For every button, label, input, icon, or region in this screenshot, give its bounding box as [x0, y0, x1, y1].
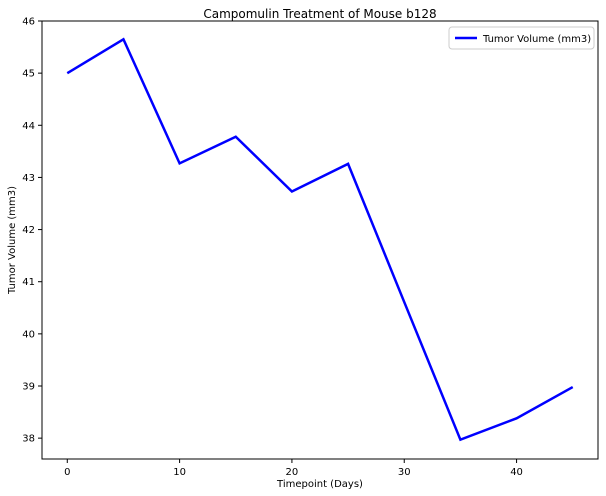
y-tick-label: 38: [22, 434, 35, 445]
y-tick-label: 39: [22, 382, 35, 393]
x-axis: 0 10 20 30 40: [64, 459, 523, 478]
y-axis: 38 39 40 41 42 43 44 45 46: [22, 17, 42, 445]
y-tick-label: 42: [22, 225, 35, 236]
series-layer: [66, 37, 574, 442]
series-line: [66, 37, 574, 442]
x-tick-label: 40: [510, 467, 523, 478]
y-tick-label: 44: [22, 121, 35, 132]
legend-label: Tumor Volume (mm3): [482, 34, 591, 45]
plot-area: 0 10 20 30 40 38 39 40 41 42 43 44 45 46: [22, 17, 599, 478]
y-tick-label: 41: [22, 277, 35, 288]
x-tick-label: 10: [173, 467, 186, 478]
chart-title: Campomulin Treatment of Mouse b128: [203, 7, 436, 21]
plot-frame: [41, 20, 599, 460]
y-tick-label: 45: [22, 69, 35, 80]
x-tick-label: 20: [286, 467, 299, 478]
y-tick-label: 46: [22, 17, 35, 28]
x-tick-label: 0: [64, 467, 70, 478]
y-axis-label: Tumor Volume (mm3): [7, 186, 18, 295]
x-tick-label: 30: [398, 467, 411, 478]
legend-box: [448, 26, 595, 50]
y-tick-label: 40: [22, 329, 35, 340]
legend: Tumor Volume (mm3): [448, 26, 595, 50]
x-axis-label: Timepoint (Days): [276, 479, 363, 490]
y-tick-label: 43: [22, 173, 35, 184]
